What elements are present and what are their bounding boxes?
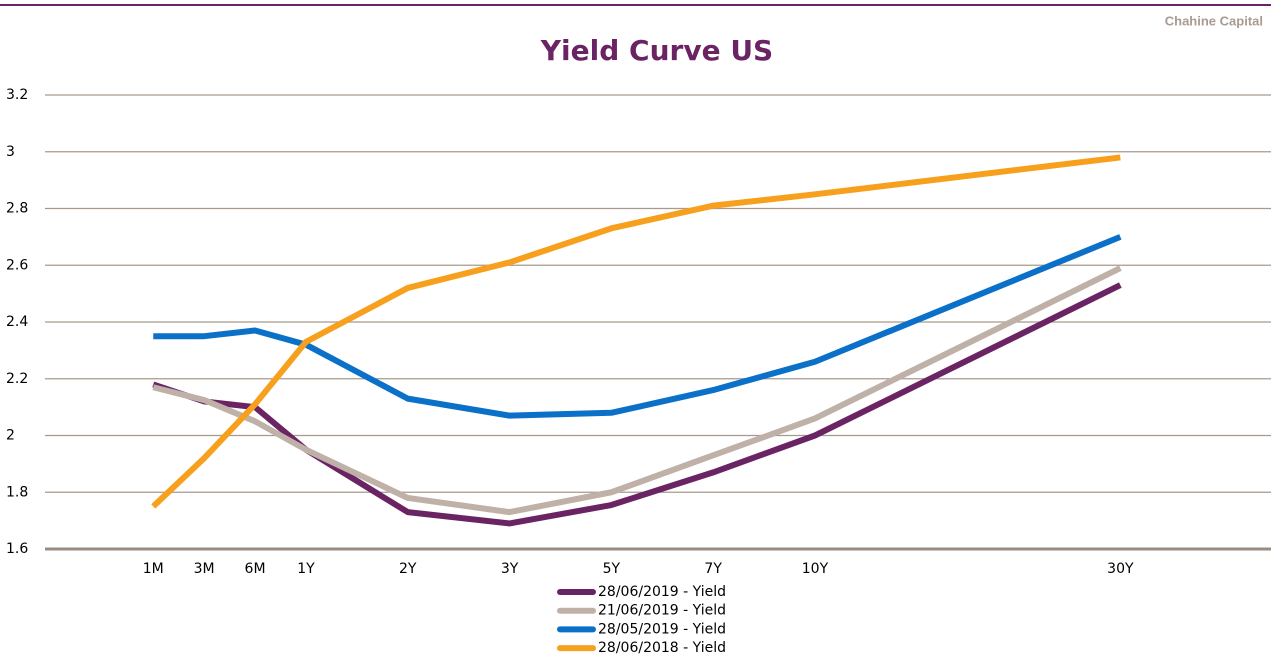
y-tick-label: 3.2 [6, 87, 28, 103]
legend-label: 21/06/2019 - Yield [598, 603, 726, 619]
y-tick-label: 2.8 [6, 201, 28, 217]
legend-label: 28/06/2018 - Yield [598, 640, 726, 656]
x-tick-label: 1M [143, 561, 164, 577]
x-tick-label: 1Y [297, 561, 315, 577]
y-tick-label: 2 [6, 428, 15, 444]
x-tick-label: 3M [194, 561, 215, 577]
x-tick-label: 2Y [399, 561, 417, 577]
x-tick-label: 5Y [603, 561, 621, 577]
y-tick-label: 3 [6, 144, 15, 160]
series-line [151, 154, 1121, 509]
chart-title: Yield Curve US [540, 34, 773, 67]
x-tick-label: 30Y [1107, 561, 1134, 577]
x-tick-label: 10Y [802, 561, 829, 577]
legend-label: 28/06/2019 - Yield [598, 584, 726, 600]
series-line [152, 282, 1122, 527]
y-tick-label: 2.6 [6, 257, 28, 273]
x-tick-label: 3Y [501, 561, 519, 577]
series-line [152, 265, 1122, 516]
x-tick-label: 6M [245, 561, 266, 577]
legend-label: 28/05/2019 - Yield [598, 621, 726, 637]
y-tick-label: 2.2 [6, 371, 28, 387]
y-tick-label: 2.4 [6, 314, 28, 330]
brand: Chahine Capital [1165, 13, 1263, 28]
y-tick-label: 1.6 [6, 541, 28, 557]
y-tick-label: 1.8 [6, 484, 28, 500]
series-line [153, 234, 1122, 419]
x-tick-label: 7Y [704, 561, 722, 577]
